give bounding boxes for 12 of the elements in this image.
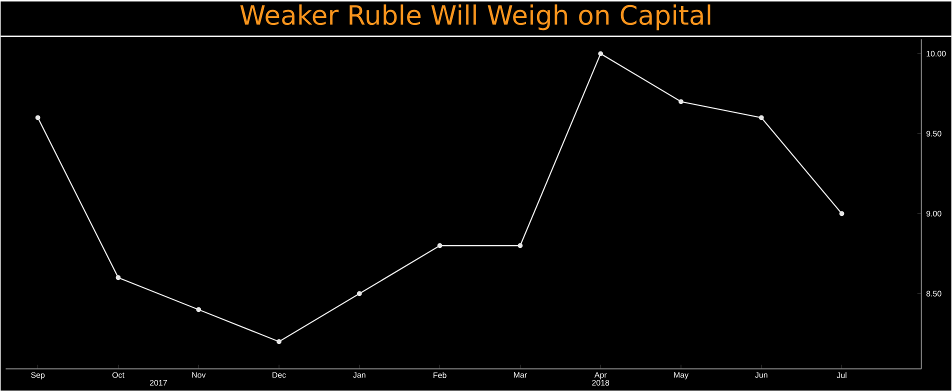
- point: [678, 99, 684, 104]
- point: [437, 243, 442, 248]
- point: [276, 339, 282, 344]
- point: [839, 211, 844, 216]
- chart-title: Weaker Ruble Will Weigh on Capital: [240, 4, 710, 30]
- point: [598, 51, 604, 56]
- point: [518, 243, 523, 248]
- point: [35, 115, 40, 120]
- point: [116, 275, 121, 280]
- point: [356, 291, 362, 296]
- point: [758, 115, 764, 120]
- point: [196, 307, 202, 312]
